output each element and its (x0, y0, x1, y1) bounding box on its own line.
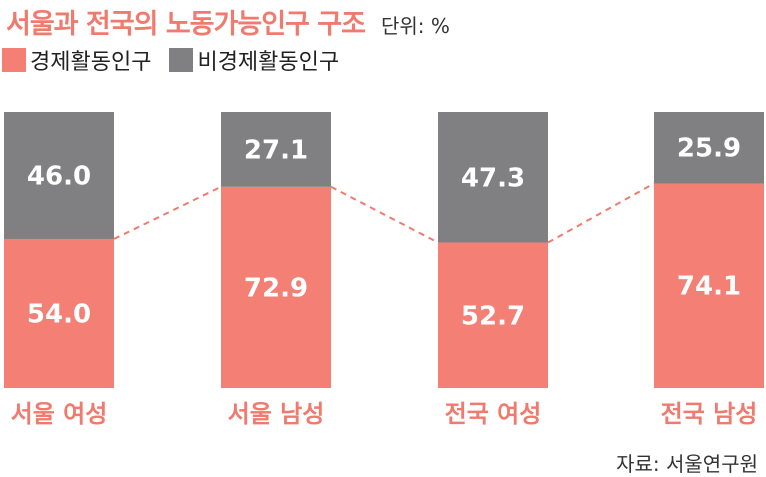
value-label-active-3: 52.7 (461, 301, 525, 331)
legend-label-inactive: 비경제활동인구 (197, 50, 340, 75)
category-label-4: 전국 남성 (661, 400, 758, 428)
bar-inactive-2 (221, 112, 331, 187)
bar-active-4 (654, 183, 764, 388)
bar-active-3 (438, 242, 548, 388)
legend-item-inactive: 비경제활동인구 (169, 44, 339, 76)
connector-line-1 (113, 185, 222, 240)
value-label-active-1: 54.0 (27, 299, 91, 329)
bar-inactive-1 (4, 112, 114, 239)
category-label-1: 서울 여성 (11, 400, 108, 428)
value-label-inactive-3: 47.3 (461, 163, 525, 193)
legend-swatch-inactive (169, 48, 194, 72)
value-label-inactive-2: 27.1 (244, 135, 308, 165)
unit-label: 단위: % (380, 14, 450, 38)
chart-header: 서울과 전국의 노동가능인구 구조 단위: % (6, 2, 450, 40)
value-label-inactive-4: 25.9 (677, 134, 741, 164)
legend: 경제활동인구 비경제활동인구 (2, 44, 357, 76)
legend-item-active: 경제활동인구 (2, 44, 151, 76)
connector-line-2 (330, 185, 439, 244)
category-label-2: 서울 남성 (228, 400, 325, 428)
value-label-active-4: 74.1 (677, 272, 741, 302)
bar-inactive-3 (438, 112, 548, 243)
value-label-active-2: 72.9 (244, 273, 308, 303)
bar-inactive-4 (654, 112, 764, 184)
source-note: 자료: 서울연구원 (616, 452, 758, 476)
value-label-inactive-1: 46.0 (27, 161, 91, 191)
chart-title: 서울과 전국의 노동가능인구 구조 (6, 9, 366, 40)
bar-active-1 (4, 238, 114, 388)
connector-line-3 (547, 182, 655, 244)
category-label-3: 전국 여성 (445, 400, 542, 428)
legend-swatch-active (2, 48, 26, 72)
legend-label-active: 경제활동인구 (30, 50, 152, 75)
bar-active-2 (221, 186, 331, 388)
